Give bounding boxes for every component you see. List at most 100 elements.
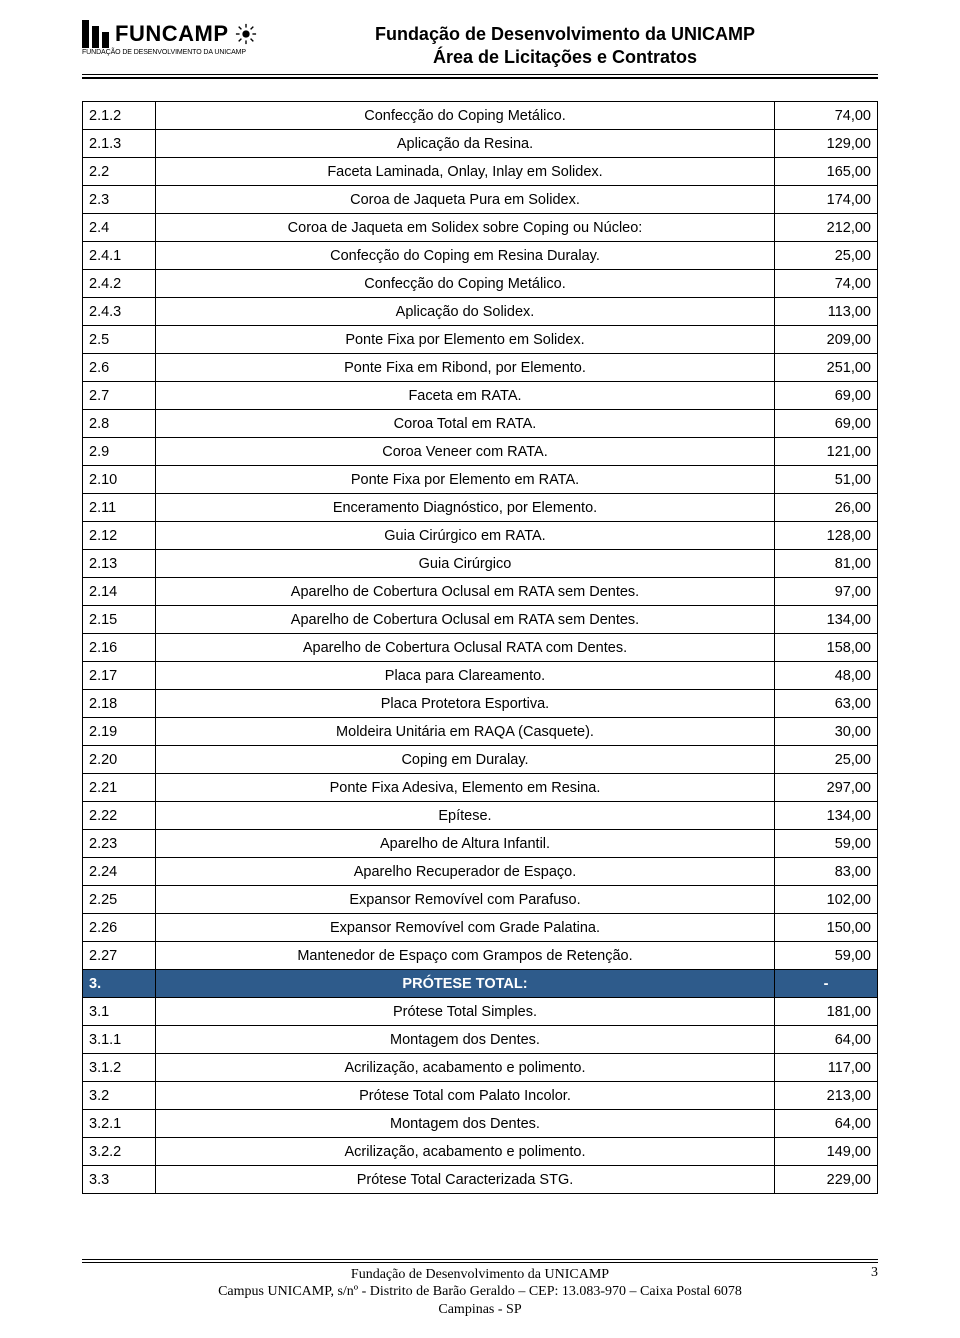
table-row: 2.17Placa para Clareamento.48,00 (83, 662, 878, 690)
row-value: 30,00 (775, 718, 878, 746)
row-value: 150,00 (775, 914, 878, 942)
row-code: 2.13 (83, 550, 156, 578)
row-description: Placa Protetora Esportiva. (156, 690, 775, 718)
row-description: Coping em Duralay. (156, 746, 775, 774)
table-row: 2.15Aparelho de Cobertura Oclusal em RAT… (83, 606, 878, 634)
table-row: 2.14Aparelho de Cobertura Oclusal em RAT… (83, 578, 878, 606)
row-value: 113,00 (775, 298, 878, 326)
row-description: Faceta Laminada, Onlay, Inlay em Solidex… (156, 158, 775, 186)
row-value: 128,00 (775, 522, 878, 550)
row-value: 83,00 (775, 858, 878, 886)
footer-rule-2 (82, 1262, 878, 1263)
table-row: 2.16Aparelho de Cobertura Oclusal RATA c… (83, 634, 878, 662)
table-row: 2.19Moldeira Unitária em RAQA (Casquete)… (83, 718, 878, 746)
table-row: 2.11Enceramento Diagnóstico, por Element… (83, 494, 878, 522)
page-header: FUNCAMP FUNDAÇÃO DE DESENVOLVIMENTO DA U… (82, 20, 878, 68)
row-code: 2.3 (83, 186, 156, 214)
table-row: 2.2Faceta Laminada, Onlay, Inlay em Soli… (83, 158, 878, 186)
table-row: 2.6Ponte Fixa em Ribond, por Elemento.25… (83, 354, 878, 382)
row-value: 25,00 (775, 242, 878, 270)
row-description: Acrilização, acabamento e polimento. (156, 1138, 775, 1166)
row-description: Coroa Veneer com RATA. (156, 438, 775, 466)
section-row: 3.PRÓTESE TOTAL:- (83, 970, 878, 998)
logo-subtitle: FUNDAÇÃO DE DESENVOLVIMENTO DA UNICAMP (82, 49, 252, 56)
row-code: 3.3 (83, 1166, 156, 1194)
row-code: 2.14 (83, 578, 156, 606)
row-code: 3.1.2 (83, 1054, 156, 1082)
row-value: 181,00 (775, 998, 878, 1026)
row-code: 2.25 (83, 886, 156, 914)
table-row: 2.10Ponte Fixa por Elemento em RATA.51,0… (83, 466, 878, 494)
row-description: Expansor Removível com Grade Palatina. (156, 914, 775, 942)
table-row: 2.7Faceta em RATA.69,00 (83, 382, 878, 410)
row-description: PRÓTESE TOTAL: (156, 970, 775, 998)
table-row: 2.20Coping em Duralay.25,00 (83, 746, 878, 774)
row-description: Coroa de Jaqueta Pura em Solidex. (156, 186, 775, 214)
header-titles: Fundação de Desenvolvimento da UNICAMP Á… (252, 20, 878, 68)
row-description: Ponte Fixa em Ribond, por Elemento. (156, 354, 775, 382)
row-code: 3.2 (83, 1082, 156, 1110)
row-code: 2.23 (83, 830, 156, 858)
table-row: 2.25Expansor Removível com Parafuso.102,… (83, 886, 878, 914)
table-row: 2.8Coroa Total em RATA.69,00 (83, 410, 878, 438)
row-code: 2.21 (83, 774, 156, 802)
row-value: 97,00 (775, 578, 878, 606)
header-line-1: Fundação de Desenvolvimento da UNICAMP (252, 24, 878, 45)
row-value: 74,00 (775, 102, 878, 130)
table-row: 2.22Epítese.134,00 (83, 802, 878, 830)
row-description: Coroa de Jaqueta em Solidex sobre Coping… (156, 214, 775, 242)
row-description: Aparelho de Cobertura Oclusal em RATA se… (156, 578, 775, 606)
row-code: 2.1.2 (83, 102, 156, 130)
row-value: 213,00 (775, 1082, 878, 1110)
row-description: Expansor Removível com Parafuso. (156, 886, 775, 914)
row-value: 48,00 (775, 662, 878, 690)
row-value: 209,00 (775, 326, 878, 354)
row-code: 3.2.2 (83, 1138, 156, 1166)
table-row: 2.13Guia Cirúrgico81,00 (83, 550, 878, 578)
row-description: Aparelho de Cobertura Oclusal em RATA se… (156, 606, 775, 634)
row-value: 229,00 (775, 1166, 878, 1194)
row-value: 64,00 (775, 1110, 878, 1138)
row-code: 2.12 (83, 522, 156, 550)
row-description: Prótese Total com Palato Incolor. (156, 1082, 775, 1110)
row-description: Prótese Total Simples. (156, 998, 775, 1026)
row-description: Aparelho de Cobertura Oclusal RATA com D… (156, 634, 775, 662)
table-row: 2.24Aparelho Recuperador de Espaço.83,00 (83, 858, 878, 886)
row-description: Moldeira Unitária em RAQA (Casquete). (156, 718, 775, 746)
row-code: 2.18 (83, 690, 156, 718)
row-value: 59,00 (775, 830, 878, 858)
row-value: 121,00 (775, 438, 878, 466)
table-row: 2.23Aparelho de Altura Infantil.59,00 (83, 830, 878, 858)
row-value: 81,00 (775, 550, 878, 578)
table-row: 2.27Mantenedor de Espaço com Grampos de … (83, 942, 878, 970)
row-code: 2.10 (83, 466, 156, 494)
row-description: Confecção do Coping em Resina Duralay. (156, 242, 775, 270)
price-table: 2.1.2Confecção do Coping Metálico.74,002… (82, 101, 878, 1194)
row-description: Montagem dos Dentes. (156, 1026, 775, 1054)
row-value: 212,00 (775, 214, 878, 242)
row-code: 2.20 (83, 746, 156, 774)
row-value: 134,00 (775, 802, 878, 830)
row-value: 165,00 (775, 158, 878, 186)
table-row: 2.12Guia Cirúrgico em RATA.128,00 (83, 522, 878, 550)
row-description: Guia Cirúrgico em RATA. (156, 522, 775, 550)
row-code: 2.11 (83, 494, 156, 522)
row-code: 3. (83, 970, 156, 998)
row-value: 117,00 (775, 1054, 878, 1082)
row-code: 2.19 (83, 718, 156, 746)
row-description: Aplicação do Solidex. (156, 298, 775, 326)
row-description: Enceramento Diagnóstico, por Elemento. (156, 494, 775, 522)
row-value: 251,00 (775, 354, 878, 382)
row-description: Ponte Fixa por Elemento em RATA. (156, 466, 775, 494)
row-description: Mantenedor de Espaço com Grampos de Rete… (156, 942, 775, 970)
row-description: Guia Cirúrgico (156, 550, 775, 578)
logo-bars-icon (82, 20, 109, 48)
row-description: Confecção do Coping Metálico. (156, 270, 775, 298)
page-number: 3 (871, 1265, 878, 1281)
row-value: - (775, 970, 878, 998)
row-value: 74,00 (775, 270, 878, 298)
table-row: 2.26Expansor Removível com Grade Palatin… (83, 914, 878, 942)
table-row: 3.2Prótese Total com Palato Incolor.213,… (83, 1082, 878, 1110)
row-description: Montagem dos Dentes. (156, 1110, 775, 1138)
row-code: 2.4.2 (83, 270, 156, 298)
